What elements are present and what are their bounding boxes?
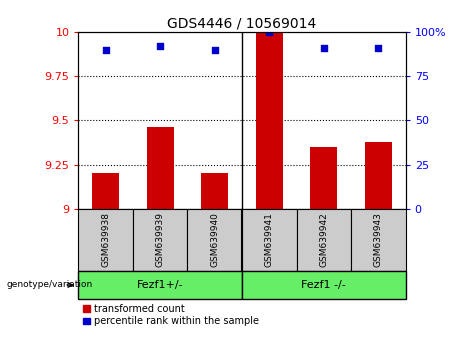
Bar	[133, 209, 188, 271]
Point	[157, 43, 164, 49]
Bar	[242, 271, 406, 299]
Point	[320, 45, 327, 51]
Bar	[147, 127, 174, 209]
Bar	[78, 271, 242, 299]
Text: genotype/variation: genotype/variation	[6, 280, 93, 290]
Point	[211, 47, 219, 52]
Text: Fezf1+/-: Fezf1+/-	[137, 280, 183, 290]
Text: Fezf1 -/-: Fezf1 -/-	[301, 280, 346, 290]
Point	[375, 45, 382, 51]
Bar	[310, 147, 337, 209]
Text: GSM639940: GSM639940	[210, 212, 219, 267]
Text: GSM639942: GSM639942	[319, 212, 328, 267]
Bar	[92, 173, 119, 209]
Bar	[242, 209, 296, 271]
Bar	[188, 209, 242, 271]
Text: GSM639943: GSM639943	[374, 212, 383, 267]
Bar	[296, 209, 351, 271]
Title: GDS4446 / 10569014: GDS4446 / 10569014	[167, 17, 317, 31]
Bar	[351, 209, 406, 271]
Text: GSM639938: GSM639938	[101, 212, 110, 267]
Bar	[256, 32, 283, 209]
Point	[266, 29, 273, 35]
Bar	[201, 173, 228, 209]
Point	[102, 47, 109, 52]
Bar	[365, 142, 392, 209]
Text: GSM639939: GSM639939	[156, 212, 165, 267]
Bar	[78, 209, 133, 271]
Text: GSM639941: GSM639941	[265, 212, 274, 267]
Legend: transformed count, percentile rank within the sample: transformed count, percentile rank withi…	[83, 304, 259, 326]
